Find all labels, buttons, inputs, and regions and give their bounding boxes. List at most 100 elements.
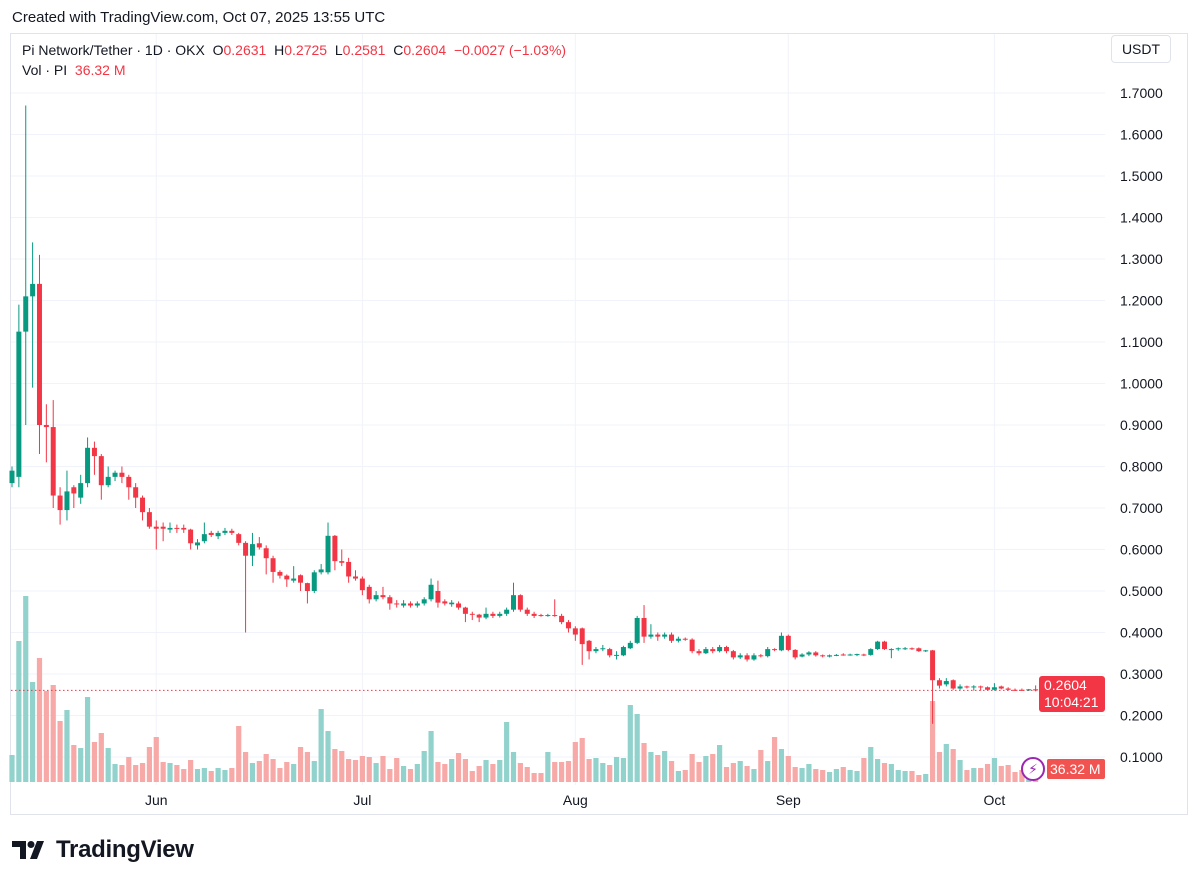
candle-body: [861, 654, 867, 656]
volume-bar: [771, 737, 778, 782]
candle-body: [85, 447, 91, 484]
price-tick-label: 1.0000: [1120, 376, 1163, 392]
price-tick-label: 1.7000: [1120, 85, 1163, 101]
volume-label[interactable]: Vol · PI: [22, 62, 68, 78]
volume-bar: [208, 771, 214, 782]
candle-body: [847, 654, 853, 656]
volume-bar: [785, 756, 791, 782]
volume-bar: [30, 682, 36, 782]
volume-bar: [847, 770, 853, 782]
candle-body: [751, 655, 757, 660]
volume-bar: [916, 775, 922, 782]
candle-body: [854, 654, 860, 656]
last-price-value: 0.2604: [1044, 677, 1087, 693]
time-tick-label: Jul: [353, 792, 371, 808]
currency-button[interactable]: USDT: [1111, 35, 1171, 63]
volume-bar: [620, 758, 627, 782]
grid: [11, 34, 1105, 785]
candle-body: [188, 529, 194, 544]
candles: [9, 105, 1039, 724]
volume-bar: [449, 759, 455, 782]
candle-body: [23, 296, 29, 332]
volume-bar: [387, 769, 393, 782]
volume-bar: [991, 758, 998, 782]
candle-body: [868, 649, 874, 655]
candle-body: [243, 542, 249, 556]
candle-body: [641, 617, 647, 637]
candle-body: [9, 470, 15, 484]
candle-body: [483, 613, 489, 618]
volume-bar: [43, 691, 49, 782]
close-label: C: [393, 42, 404, 58]
volume-bar: [833, 769, 839, 782]
candle-body: [43, 425, 49, 428]
volume-bar: [971, 768, 977, 782]
volume-bar: [352, 760, 359, 782]
candle-body: [696, 651, 702, 654]
volume-bar: [394, 758, 400, 782]
candle-body: [662, 634, 668, 637]
price-tick-label: 1.2000: [1120, 293, 1163, 309]
candle-body: [407, 603, 413, 606]
candle-body: [304, 583, 310, 591]
volume-bar: [442, 764, 448, 782]
candle-body: [806, 652, 812, 655]
candle-body: [827, 655, 833, 657]
volume-bar: [9, 755, 15, 782]
footer-logo[interactable]: TradingView: [12, 836, 194, 864]
volume-bar: [868, 747, 874, 782]
candle-body: [449, 602, 455, 605]
lightning-icon[interactable]: ⚡: [1021, 757, 1045, 781]
candle-body: [359, 578, 365, 591]
volume-bar: [758, 750, 764, 782]
candle-body: [339, 561, 345, 563]
volume-bar: [627, 705, 633, 782]
price-tick-label: 0.1000: [1120, 749, 1163, 765]
volume-bar: [978, 768, 984, 782]
price-tick-label: 0.6000: [1120, 542, 1163, 558]
candle-body: [559, 615, 565, 623]
volume-bar: [64, 710, 70, 782]
last-price-label: 0.2604 10:04:21: [1039, 676, 1105, 712]
candle-body: [229, 530, 235, 533]
volume-bar: [730, 763, 736, 782]
volume-bar: [600, 763, 606, 782]
volume-bar: [84, 697, 91, 782]
volume-bar: [689, 754, 695, 782]
candle-body: [565, 622, 571, 629]
volume-bar: [304, 752, 311, 782]
candle-body: [627, 642, 633, 649]
volume-bar: [552, 762, 558, 782]
candle-body: [174, 527, 180, 529]
volume-bar: [435, 762, 441, 782]
candle-body: [366, 586, 372, 600]
candle-body: [456, 603, 462, 608]
candle-body: [78, 483, 84, 498]
candle-body: [36, 283, 42, 425]
candle-body: [572, 628, 578, 635]
candle-body: [792, 649, 798, 658]
candle-body: [675, 638, 681, 641]
volume-bar: [902, 771, 908, 782]
volume-bar: [270, 759, 276, 782]
candle-body: [875, 641, 881, 650]
candle-body: [140, 497, 146, 513]
candle-body: [840, 654, 846, 656]
chart-caption: Created with TradingView.com, Oct 07, 20…: [12, 9, 386, 26]
volume-bar: [291, 764, 297, 782]
candle-body: [16, 331, 22, 477]
symbol-title[interactable]: Pi Network/Tether · 1D · OKX: [22, 42, 205, 58]
volume-bar: [998, 766, 1004, 782]
volume-bar: [346, 759, 352, 782]
candle-body: [311, 572, 317, 591]
volume-bar: [840, 767, 846, 782]
candle-body: [249, 544, 255, 556]
volume-bar: [146, 747, 152, 782]
volume-bar: [572, 742, 578, 782]
volume-bar: [579, 738, 585, 782]
candle-body: [160, 526, 166, 529]
volume-bars: [9, 596, 1039, 782]
candle-body: [57, 495, 63, 511]
candle-body: [524, 609, 530, 614]
